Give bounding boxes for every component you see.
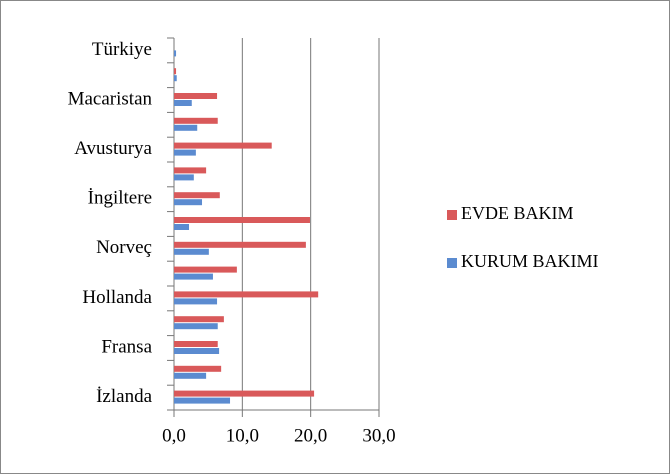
bar — [174, 117, 218, 124]
bar — [174, 75, 177, 82]
bar — [174, 124, 198, 131]
bar — [174, 93, 218, 99]
bar — [174, 316, 224, 323]
bar — [174, 291, 319, 298]
y-tick-label: Norveç — [96, 237, 152, 258]
legend-swatch — [447, 258, 457, 268]
y-tick-label: İngiltere — [88, 188, 152, 209]
bar — [174, 192, 220, 199]
x-tick-label: 30,0 — [362, 425, 395, 446]
y-tick-label: Fransa — [101, 336, 152, 357]
bar — [174, 365, 222, 372]
bar — [174, 100, 192, 106]
x-tick-label: 0,0 — [162, 425, 186, 446]
bar — [174, 217, 310, 223]
bar — [174, 241, 306, 248]
y-tick-label: Macaristan — [68, 88, 153, 109]
bar — [174, 397, 231, 404]
bar — [174, 341, 218, 347]
bar — [174, 248, 209, 255]
legend-label: EVDE BAKIM — [461, 203, 574, 223]
bar — [174, 298, 218, 305]
y-tick-label: İzlanda — [96, 386, 152, 407]
bar — [174, 50, 177, 57]
bar — [174, 167, 207, 174]
bar — [174, 390, 315, 397]
bar — [174, 348, 220, 354]
y-tick-label: Hollanda — [82, 287, 152, 308]
bar — [174, 273, 213, 280]
bar — [174, 372, 207, 379]
y-tick-label: Avusturya — [74, 138, 152, 159]
bar — [174, 174, 194, 181]
bar — [174, 199, 203, 206]
legend-swatch — [447, 210, 457, 220]
bar — [174, 323, 218, 330]
bar — [174, 266, 237, 273]
bar — [174, 68, 177, 75]
bar — [174, 142, 272, 149]
bar — [174, 149, 196, 156]
legend-label: KURUM BAKIMI — [461, 251, 599, 271]
x-tick-label: 20,0 — [294, 425, 327, 446]
bar — [174, 224, 190, 230]
y-tick-label: Türkiye — [92, 39, 152, 60]
x-tick-label: 10,0 — [226, 425, 259, 446]
